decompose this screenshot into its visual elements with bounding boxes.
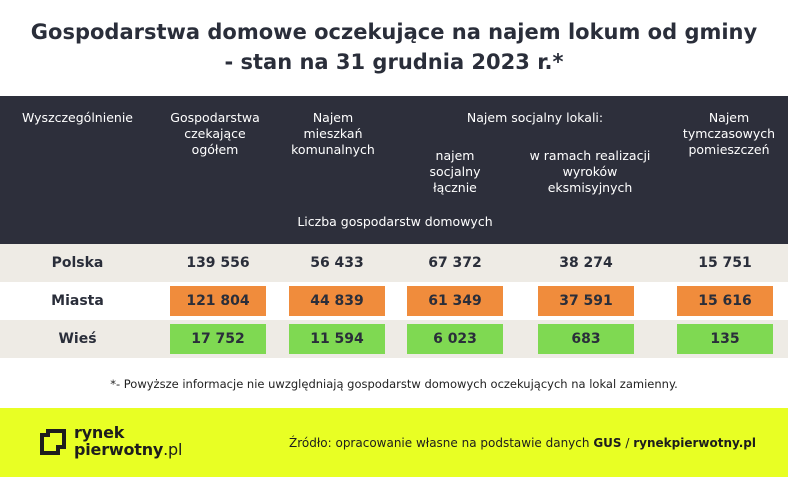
table-cell: 135 xyxy=(677,324,773,354)
footer-bar: rynek pierwotny.pl Źródło: opracowanie w… xyxy=(0,408,788,477)
table-row-miasta: Miasta 121 804 44 839 61 349 37 591 15 6… xyxy=(0,282,788,320)
table-cell: 139 556 xyxy=(186,255,250,271)
table-cell: 44 839 xyxy=(289,286,385,316)
source-link[interactable]: rynekpierwotny.pl xyxy=(633,436,756,450)
table-row-wies: Wieś 17 752 11 594 6 023 683 135 xyxy=(0,320,788,358)
table-header: Wyszczególnienie Gospodarstwa czekające … xyxy=(0,96,788,244)
header-col-wyszczegolnienie: Wyszczególnienie xyxy=(22,110,133,125)
header-col-eksmisyjne: w ramach realizacji wyroków eksmisyjnych xyxy=(529,148,651,195)
source-note: Źródło: opracowanie własne na podstawie … xyxy=(289,436,756,450)
logo-wordmark: rynek pierwotny.pl xyxy=(74,423,183,459)
table-cell: 15 616 xyxy=(677,286,773,316)
table-cell: 56 433 xyxy=(310,255,364,271)
rynekpierwotny-logo-icon xyxy=(40,429,66,455)
table-cell: 15 751 xyxy=(698,255,752,271)
page-title-line1: Gospodarstwa domowe oczekujące na najem … xyxy=(30,20,758,44)
table-cell: 67 372 xyxy=(428,255,482,271)
header-unit-label: Liczba gospodarstw domowych xyxy=(297,214,493,229)
table-cell: 683 xyxy=(538,324,634,354)
table-cell: 61 349 xyxy=(407,286,503,316)
table-cell: 6 023 xyxy=(407,324,503,354)
row-label: Polska xyxy=(51,255,104,271)
header-group-socjalny: Najem socjalny lokali: xyxy=(466,110,604,125)
table-cell: 38 274 xyxy=(559,255,613,271)
table-row-polska: Polska 139 556 56 433 67 372 38 274 15 7… xyxy=(0,244,788,282)
table-cell: 121 804 xyxy=(170,286,266,316)
row-label: Wieś xyxy=(58,331,97,347)
header-col-ogolem: Gospodarstwa czekające ogółem xyxy=(170,110,260,157)
footnote: *- Powyższe informacje nie uwzględniają … xyxy=(110,377,678,391)
table-cell: 11 594 xyxy=(289,324,385,354)
table-cell: 17 752 xyxy=(170,324,266,354)
header-col-socjalny-lacznie: najem socjalny łącznie xyxy=(429,148,481,195)
page-title-line2: - stan na 31 grudnia 2023 r.* xyxy=(224,50,564,74)
table-cell: 37 591 xyxy=(538,286,634,316)
header-col-tymczasowe: Najem tymczasowych pomieszczeń xyxy=(682,110,776,157)
row-label: Miasta xyxy=(51,293,104,309)
header-col-komunalne: Najem mieszkań komunalnych xyxy=(291,110,375,157)
